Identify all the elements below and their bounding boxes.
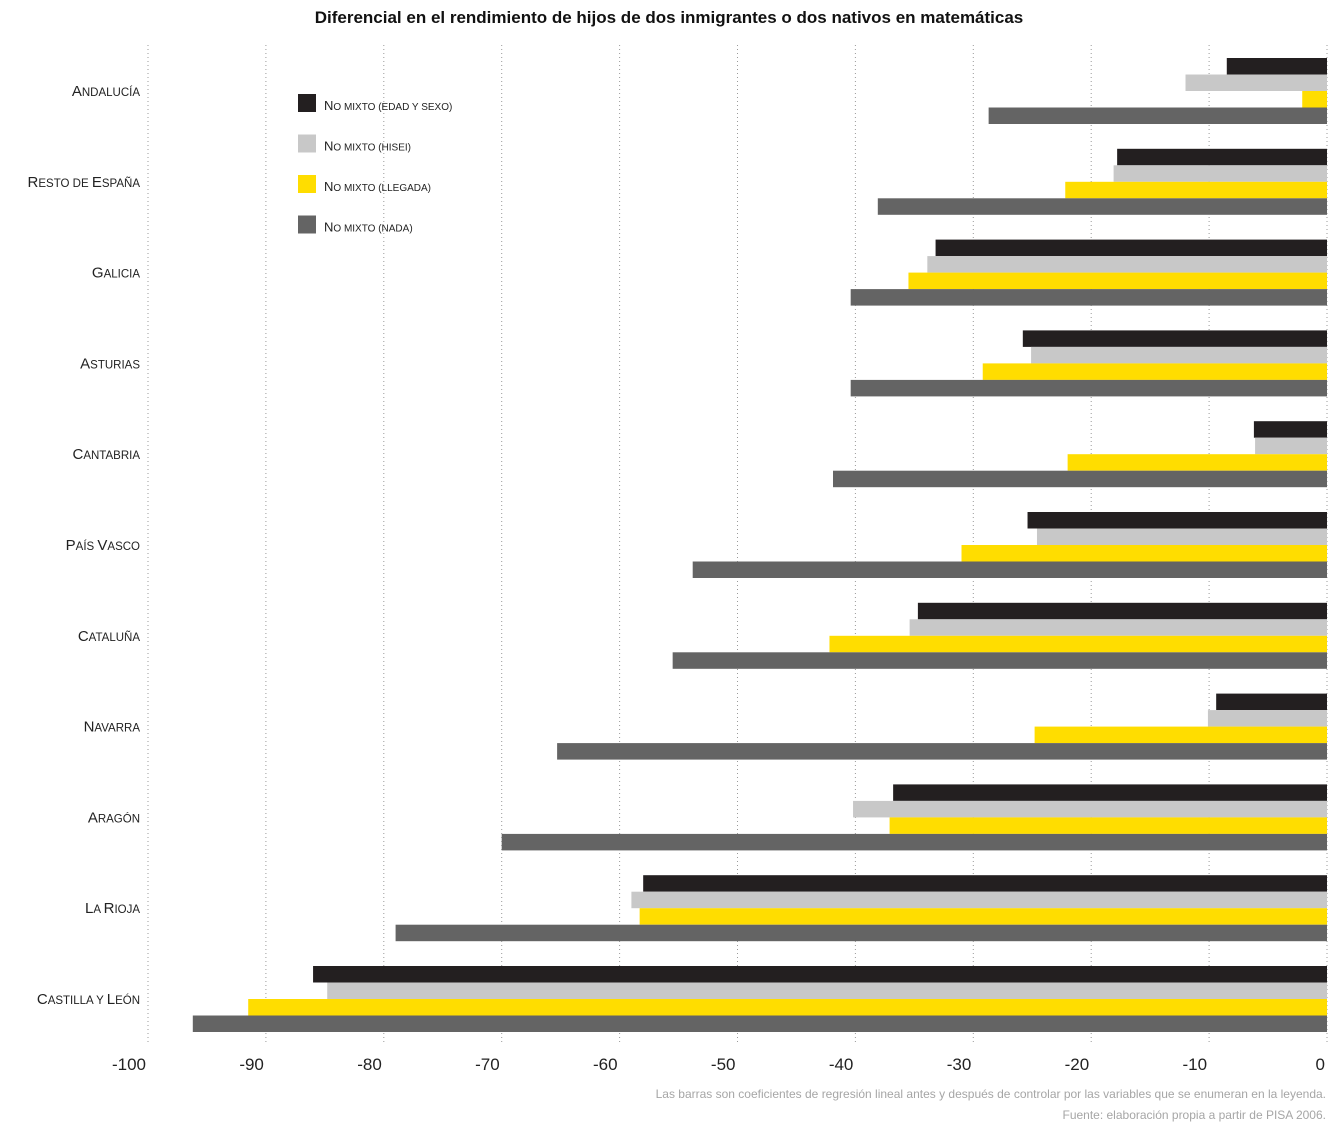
category-label-pais-vasco: PAÍS VASCO: [66, 537, 140, 554]
bar-cantabria-no-mixto-llegada: [1067, 454, 1327, 471]
bar-cataluna-no-mixto-edad-y-sexo: [917, 602, 1327, 620]
legend-label-no-mixto-edad-y-sexo: NO MIXTO (EDAD Y SEXO): [324, 98, 452, 113]
x-tick-label: -80: [357, 1055, 382, 1074]
x-tick-label: -90: [239, 1055, 264, 1074]
category-label-andalucia: ANDALUCÍA: [72, 83, 140, 100]
bar-resto-de-espana-no-mixto-llegada: [1065, 181, 1327, 199]
bar-navarra-no-mixto-nada: [557, 743, 1327, 760]
x-axis-ticks: -100 -90 -80 -70 -60 -50 -40 -30 -20 -10 0: [112, 1055, 1325, 1074]
bar-castilla-y-leon-no-mixto-edad-y-sexo: [313, 966, 1327, 983]
bar-pais-vasco-no-mixto-edad-y-sexo: [1027, 512, 1327, 529]
bar-asturias-no-mixto-hisei: [1031, 346, 1327, 364]
x-tick-label: -60: [593, 1055, 618, 1074]
legend-label-no-mixto-nada: NO MIXTO (NADA): [324, 220, 413, 235]
legend-label-no-mixto-hisei: NO MIXTO (HISEI): [324, 139, 411, 154]
bar-cantabria-no-mixto-edad-y-sexo: [1253, 421, 1327, 438]
bar-castilla-y-leon-no-mixto-hisei: [327, 982, 1327, 999]
bar-la-rioja-no-mixto-hisei: [631, 891, 1327, 909]
category-label-galicia: GALICIA: [92, 265, 140, 282]
bar-aragon-no-mixto-hisei: [853, 800, 1327, 818]
bar-aragon-no-mixto-llegada: [889, 817, 1327, 834]
bar-navarra-no-mixto-hisei: [1207, 710, 1327, 727]
bar-andalucia-no-mixto-llegada: [1302, 91, 1327, 108]
category-label-navarra: NAVARRA: [84, 719, 141, 736]
bar-andalucia-no-mixto-hisei: [1185, 74, 1327, 91]
bar-la-rioja-no-mixto-edad-y-sexo: [643, 875, 1327, 892]
x-tick-label: -100: [112, 1055, 146, 1074]
category-label-aragon: ARAGÓN: [88, 809, 140, 826]
x-tick-label: -50: [711, 1055, 736, 1074]
category-label-resto-de-espana: RESTO DE ESPAÑA: [28, 174, 141, 191]
bar-cantabria-no-mixto-nada: [832, 470, 1327, 488]
bar-galicia-no-mixto-nada: [850, 289, 1327, 306]
category-label-la-rioja: LA RIOJA: [85, 900, 140, 917]
footnote-method: Las barras son coeficientes de regresión…: [655, 1087, 1326, 1101]
bar-resto-de-espana-no-mixto-nada: [877, 198, 1327, 215]
bar-la-rioja-no-mixto-nada: [395, 924, 1328, 942]
legend-swatch-no-mixto-llegada: [298, 175, 316, 193]
bar-cataluna-no-mixto-llegada: [829, 635, 1327, 653]
category-label-asturias: ASTURIAS: [80, 355, 140, 372]
bar-aragon-no-mixto-nada: [501, 833, 1327, 851]
bar-resto-de-espana-no-mixto-hisei: [1113, 165, 1327, 182]
footnote-source: Fuente: elaboración propia a partir de P…: [1062, 1108, 1326, 1122]
bars: [192, 58, 1328, 1032]
x-tick-label: -10: [1183, 1055, 1208, 1074]
bar-andalucia-no-mixto-nada: [988, 107, 1327, 124]
x-tick-label: -70: [475, 1055, 500, 1074]
bar-pais-vasco-no-mixto-nada: [692, 561, 1327, 578]
bar-asturias-no-mixto-nada: [850, 379, 1327, 397]
bar-navarra-no-mixto-llegada: [1034, 726, 1327, 744]
bar-cataluna-no-mixto-hisei: [909, 619, 1327, 636]
bar-galicia-no-mixto-hisei: [927, 256, 1327, 273]
legend: NO MIXTO (EDAD Y SEXO) NO MIXTO (HISEI) NO…: [298, 94, 452, 235]
x-tick-label: -20: [1065, 1055, 1090, 1074]
bar-castilla-y-leon-no-mixto-llegada: [248, 999, 1328, 1016]
bar-galicia-no-mixto-llegada: [908, 272, 1327, 290]
x-tick-label: -40: [829, 1055, 854, 1074]
bar-asturias-no-mixto-llegada: [982, 363, 1327, 380]
bar-pais-vasco-no-mixto-hisei: [1036, 528, 1327, 545]
category-label-castilla-y-leon: CASTILLA Y LEÓN: [37, 991, 140, 1008]
x-tick-label: -30: [947, 1055, 972, 1074]
bar-galicia-no-mixto-edad-y-sexo: [935, 239, 1327, 257]
x-tick-label: 0: [1316, 1055, 1325, 1074]
legend-swatch-no-mixto-nada: [298, 215, 316, 234]
bar-aragon-no-mixto-edad-y-sexo: [893, 784, 1327, 801]
legend-swatch-no-mixto-edad-y-sexo: [298, 94, 316, 112]
bar-pais-vasco-no-mixto-llegada: [961, 545, 1327, 562]
bar-asturias-no-mixto-edad-y-sexo: [1022, 330, 1327, 347]
chart-title: Diferencial en el rendimiento de hijos d…: [314, 8, 1024, 27]
bar-la-rioja-no-mixto-llegada: [639, 908, 1327, 925]
bar-resto-de-espana-no-mixto-edad-y-sexo: [1117, 148, 1327, 166]
legend-label-no-mixto-llegada: NO MIXTO (LLEGADA): [324, 179, 431, 194]
legend-swatch-no-mixto-hisei: [298, 134, 316, 153]
category-label-cataluna: CATALUÑA: [78, 628, 141, 645]
category-labels: ANDALUCÍA RESTO DE ESPAÑA GALICIA ASTURIAS C…: [28, 83, 141, 1008]
bar-castilla-y-leon-no-mixto-nada: [192, 1015, 1327, 1032]
bar-navarra-no-mixto-edad-y-sexo: [1216, 693, 1327, 711]
bar-cantabria-no-mixto-hisei: [1255, 437, 1327, 455]
bar-andalucia-no-mixto-edad-y-sexo: [1226, 58, 1327, 75]
bar-cataluna-no-mixto-nada: [672, 652, 1327, 669]
category-label-cantabria: CANTABRIA: [72, 446, 140, 463]
